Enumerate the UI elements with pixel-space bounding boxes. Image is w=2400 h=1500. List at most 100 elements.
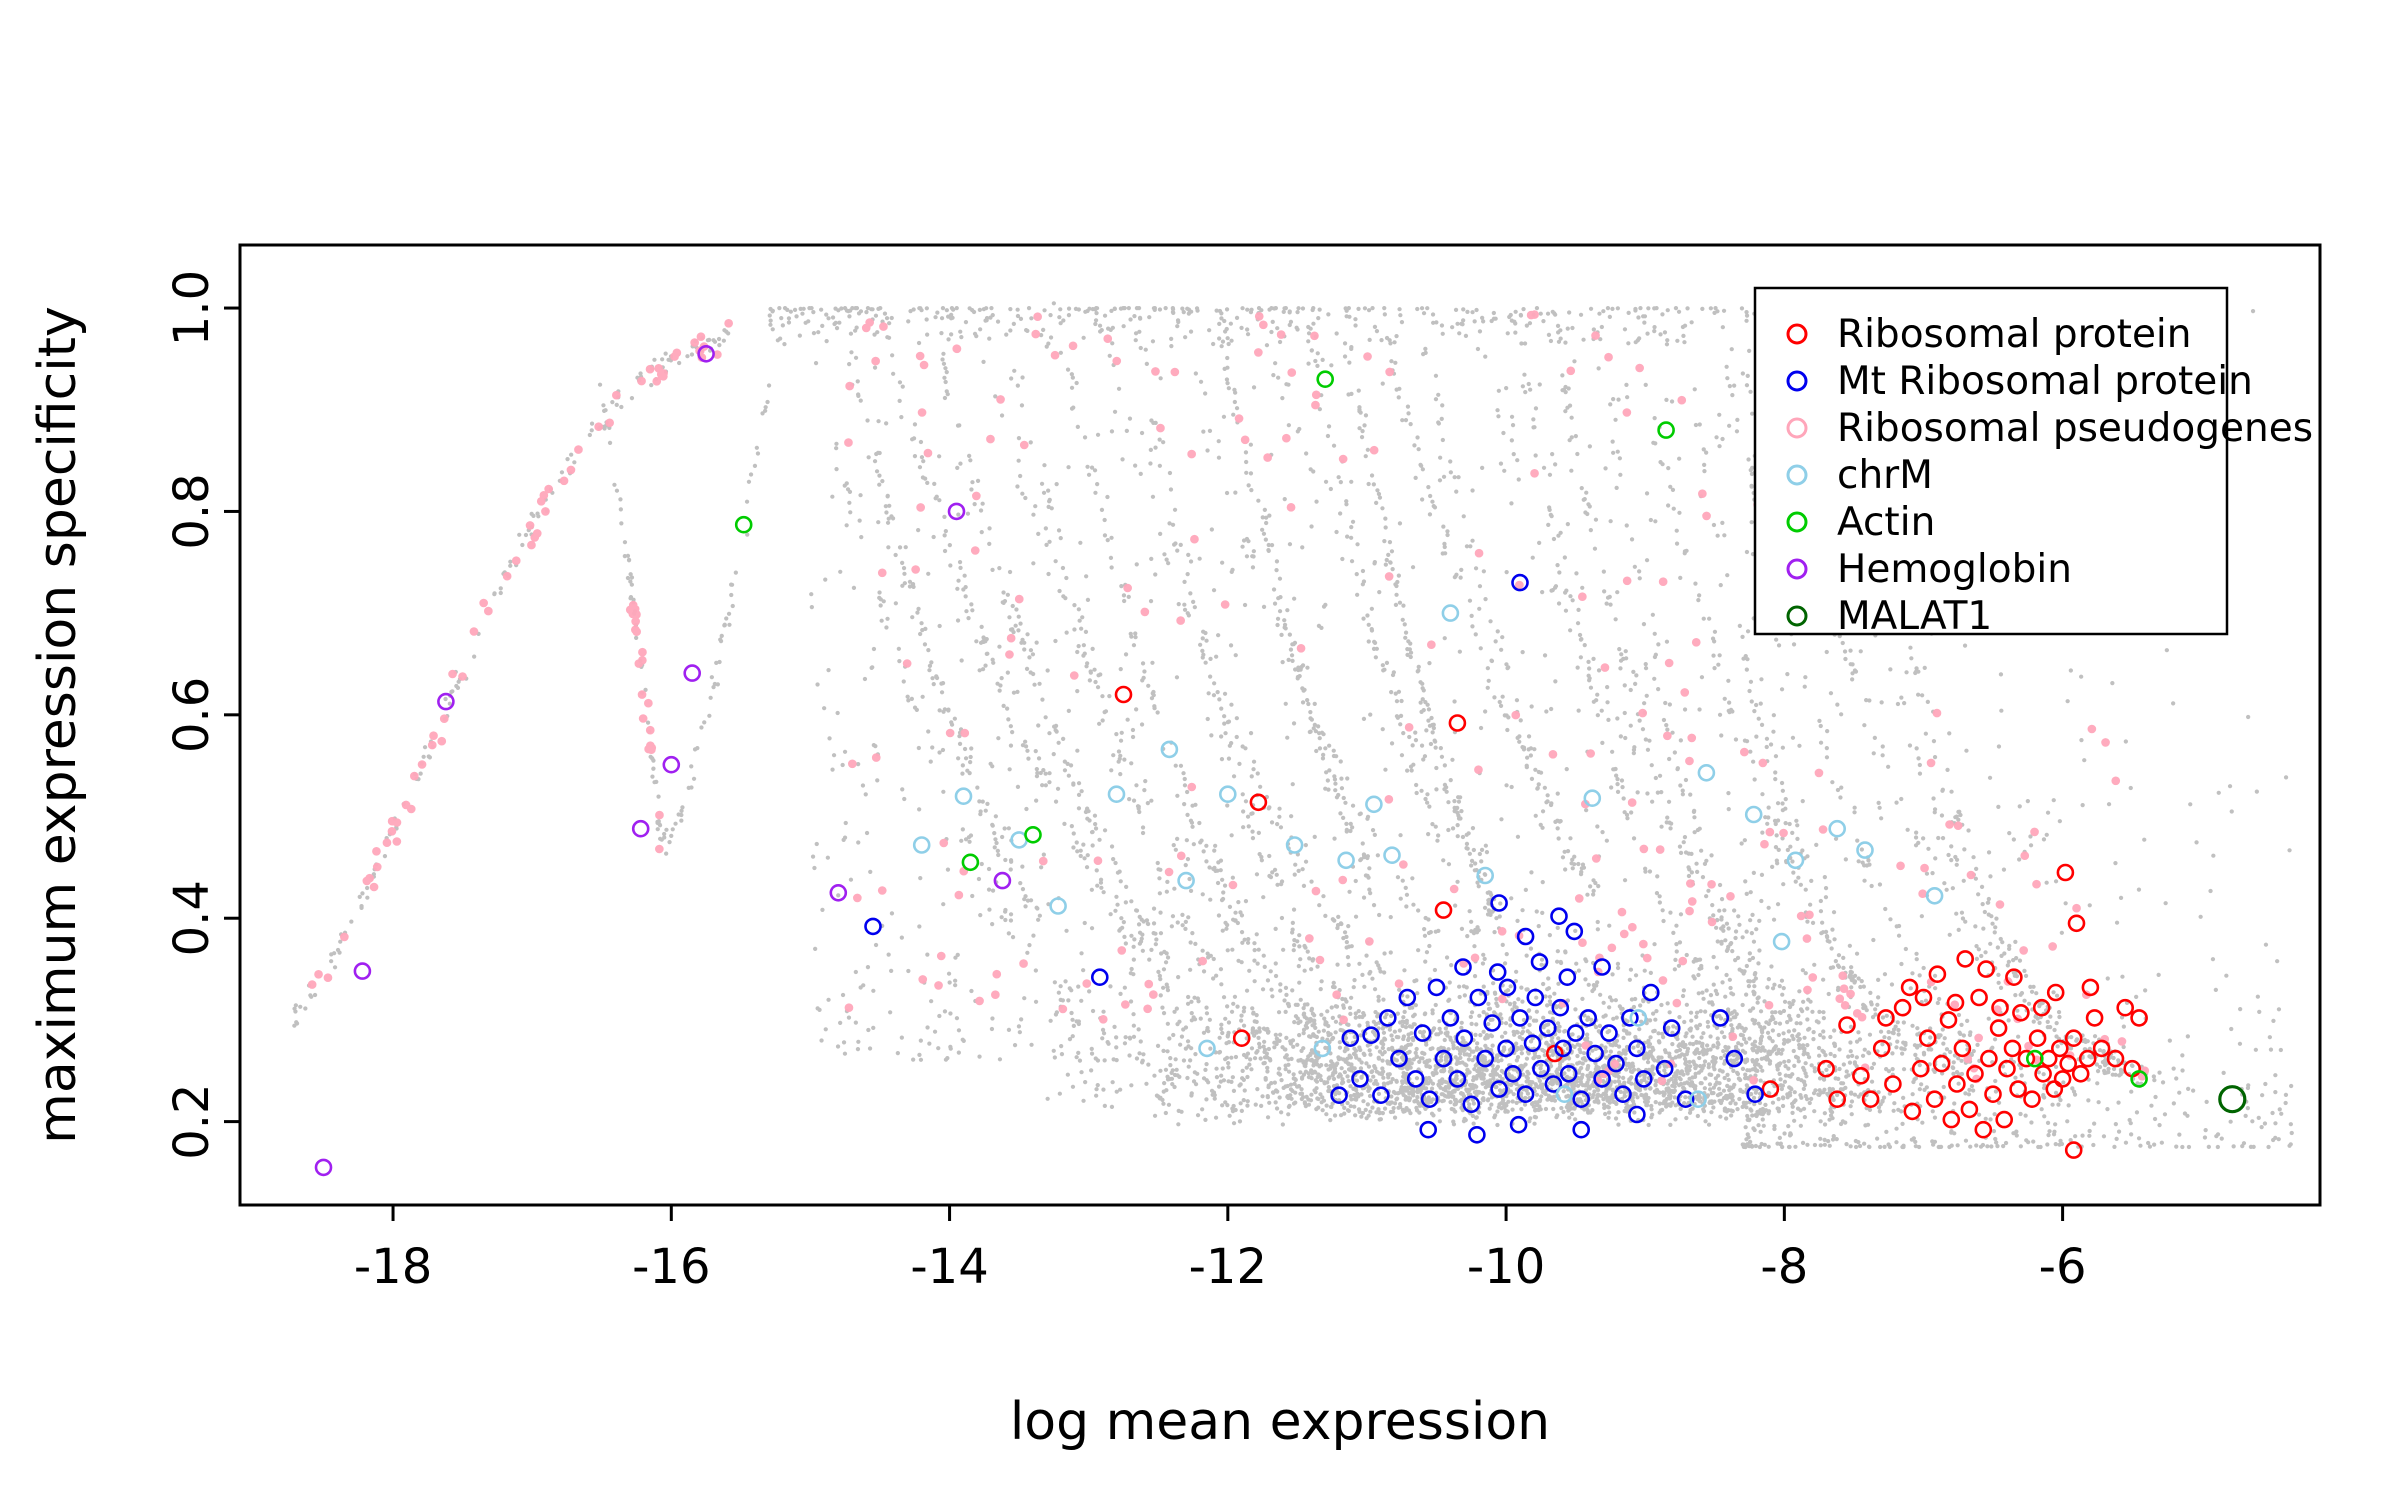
data-point <box>2003 1039 2022 1058</box>
data-point <box>1579 1009 1597 1027</box>
data-point <box>1406 1070 1425 1088</box>
data-point <box>2064 1141 2083 1159</box>
data-point <box>912 836 931 854</box>
data-point <box>1160 740 1179 759</box>
data-point <box>1629 1009 1648 1027</box>
data-point <box>1948 1075 1966 1093</box>
data-point <box>437 692 455 711</box>
data-point <box>1856 841 1874 859</box>
data-point <box>1642 983 1660 1002</box>
data-point <box>1497 1039 1515 1058</box>
data-point <box>1828 1090 1846 1108</box>
data-point <box>1918 1029 1937 1047</box>
data-point <box>1697 763 1716 782</box>
data-point <box>1476 866 1494 885</box>
legend-marker-icon <box>1786 605 1808 627</box>
data-point <box>954 787 973 806</box>
data-point <box>1462 1095 1481 1114</box>
y-tick-label: 0.2 <box>164 1083 220 1159</box>
data-point <box>1448 714 1467 732</box>
data-point <box>1565 922 1584 941</box>
data-point <box>1390 1049 1408 1068</box>
data-point <box>1554 1039 1572 1058</box>
ribosomal-pseudogene-dots <box>307 310 2150 1086</box>
data-point <box>1828 819 1846 838</box>
data-point <box>2032 998 2051 1017</box>
data-point <box>1786 851 1805 870</box>
data-point <box>2218 1085 2247 1114</box>
data-point <box>1511 573 1529 592</box>
data-point <box>1903 1102 1922 1121</box>
data-point <box>1593 1070 1611 1088</box>
data-point <box>1107 785 1126 804</box>
data-point <box>734 515 753 534</box>
data-point <box>1946 993 1965 1012</box>
data-point <box>1970 988 1988 1007</box>
data-point <box>1817 1059 1835 1078</box>
data-point <box>1232 1029 1251 1047</box>
data-point <box>2081 978 2100 997</box>
data-point <box>1893 998 1912 1017</box>
data-point <box>1372 1086 1390 1104</box>
y-tick-label: 0.4 <box>164 880 220 956</box>
data-point <box>1114 685 1133 704</box>
data-point <box>1091 968 1109 987</box>
data-point <box>1984 1085 2002 1103</box>
data-point <box>1413 1024 1432 1042</box>
data-point <box>1838 1016 1856 1034</box>
data-point <box>1427 978 1446 997</box>
data-point <box>1509 1115 1528 1134</box>
data-point <box>1852 1067 1870 1085</box>
data-point <box>1877 1009 1895 1027</box>
data-point <box>1476 1049 1494 1068</box>
data-point <box>314 1158 333 1177</box>
data-point <box>2051 1039 2069 1058</box>
data-point <box>1911 1059 1930 1078</box>
data-point <box>1861 1090 1880 1108</box>
data-point <box>2046 983 2065 1002</box>
data-point <box>2092 1039 2111 1058</box>
data-point <box>1928 965 1947 984</box>
data-point <box>1772 932 1791 951</box>
data-point <box>1989 1019 2008 1037</box>
data-point <box>1746 1085 1764 1103</box>
data-point <box>1550 907 1568 926</box>
data-point <box>1441 1009 1460 1027</box>
legend-marker-icon <box>1786 370 1808 392</box>
data-point <box>2028 1029 2047 1047</box>
data-point <box>1285 836 1304 854</box>
data-point <box>1593 958 1611 976</box>
data-point <box>1960 1100 1979 1119</box>
data-point <box>2064 1029 2083 1047</box>
data-point <box>1316 370 1334 389</box>
data-point <box>2078 1049 2097 1068</box>
data-point <box>1455 1029 1474 1047</box>
data-point <box>1884 1075 1902 1093</box>
data-point <box>1953 1039 1972 1058</box>
data-point <box>1914 988 1933 1007</box>
data-point <box>2059 1054 2077 1073</box>
data-point <box>1974 1120 1993 1139</box>
plot-border <box>238 243 2322 1207</box>
data-point <box>2026 1049 2044 1068</box>
data-point <box>2071 1065 2090 1083</box>
data-point <box>1313 1039 1332 1058</box>
data-point <box>1925 886 1944 905</box>
data-point <box>1341 1029 1360 1047</box>
data-point <box>993 871 1012 890</box>
data-point <box>1744 805 1763 824</box>
data-point <box>683 664 702 682</box>
data-point <box>1249 793 1268 812</box>
data-point <box>1516 1085 1535 1103</box>
legend-marker-icon <box>1786 464 1808 486</box>
data-point <box>1628 1105 1646 1124</box>
legend-label: Ribosomal protein <box>1837 312 2192 357</box>
data-point <box>1483 1014 1501 1032</box>
series-hemoglobin <box>314 344 1012 1177</box>
data-point <box>2130 1009 2148 1027</box>
data-point <box>1330 1086 1348 1104</box>
data-point <box>353 962 372 980</box>
data-point <box>1657 421 1675 439</box>
x-axis-title: log mean expression <box>1009 1392 1551 1452</box>
data-point <box>1532 1059 1550 1078</box>
